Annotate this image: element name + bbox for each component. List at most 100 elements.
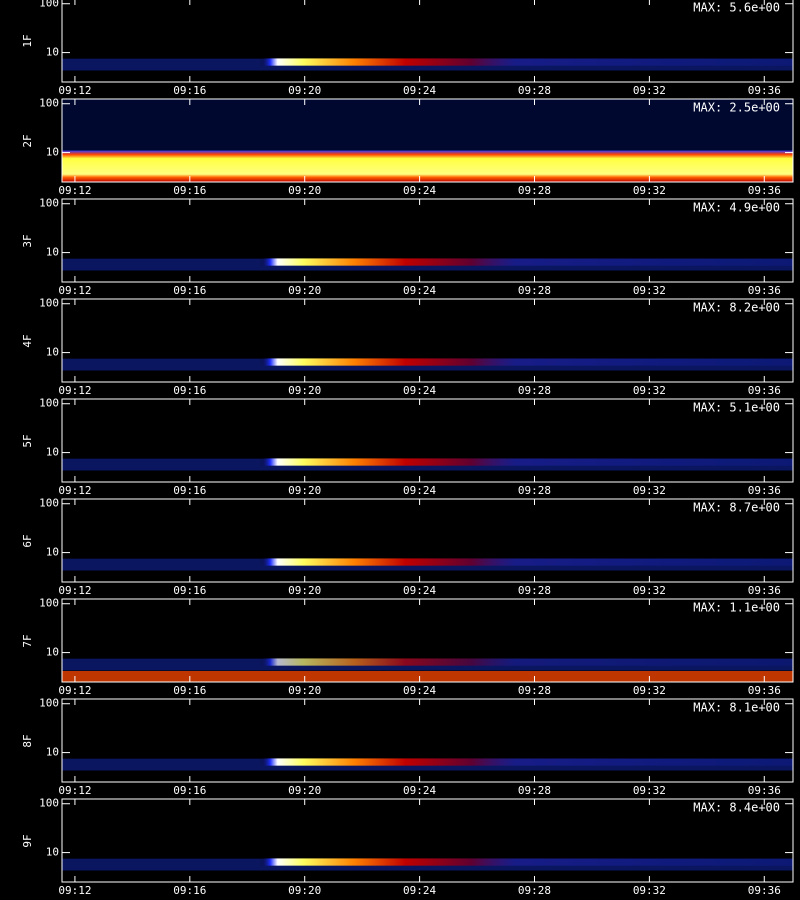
plot-frame: [61, 98, 794, 183]
x-tick-label: 09:36: [748, 484, 781, 497]
x-tick-label: 09:36: [748, 684, 781, 697]
plot-frame: [61, 698, 794, 783]
x-tick-label: 09:20: [288, 684, 321, 697]
y-axis-label: 9F: [21, 834, 34, 847]
x-tick-label: 09:36: [748, 784, 781, 797]
x-tick-label: 09:36: [748, 184, 781, 197]
y-axis-label: 8F: [21, 734, 34, 747]
y-axis-label: 6F: [21, 534, 34, 547]
x-tick-label: 09:12: [58, 884, 91, 897]
x-tick-label: 09:28: [518, 584, 551, 597]
x-tick-label: 09:12: [58, 584, 91, 597]
x-tick-label: 09:12: [58, 784, 91, 797]
plot-frame: [61, 198, 794, 283]
max-annotation: MAX: 8.7e+00: [693, 501, 780, 515]
x-tick-label: 09:32: [633, 484, 666, 497]
x-tick-label: 09:16: [173, 84, 206, 97]
burst: [62, 558, 793, 566]
x-tick-label: 09:28: [518, 384, 551, 397]
x-tick-label: 09:36: [748, 84, 781, 97]
x-tick-label: 09:32: [633, 684, 666, 697]
plot-frame: [61, 298, 794, 383]
x-tick-label: 09:36: [748, 284, 781, 297]
y-axis-label: 7F: [21, 634, 34, 647]
plot-frame: [61, 498, 794, 583]
x-tick-label: 09:32: [633, 184, 666, 197]
x-tick-label: 09:24: [403, 484, 436, 497]
y-axis-label: 2F: [21, 134, 34, 147]
burst: [62, 758, 793, 766]
burst: [62, 58, 793, 66]
x-tick-label: 09:24: [403, 84, 436, 97]
x-tick-label: 09:28: [518, 284, 551, 297]
max-annotation: MAX: 8.4e+00: [693, 801, 780, 815]
x-tick-label: 09:20: [288, 284, 321, 297]
x-tick-label: 09:16: [173, 684, 206, 697]
x-tick-label: 09:32: [633, 884, 666, 897]
max-annotation: MAX: 8.2e+00: [693, 301, 780, 315]
x-tick-label: 09:16: [173, 184, 206, 197]
y-tick-label: 100: [39, 497, 59, 510]
x-tick-label: 09:12: [58, 184, 91, 197]
y-tick-label: 100: [39, 797, 59, 810]
x-tick-label: 09:20: [288, 84, 321, 97]
x-tick-label: 09:24: [403, 784, 436, 797]
x-tick-label: 09:28: [518, 884, 551, 897]
y-tick-label: 100: [39, 397, 59, 410]
burst: [62, 858, 793, 866]
x-tick-label: 09:36: [748, 584, 781, 597]
x-tick-label: 09:16: [173, 884, 206, 897]
y-axis-label: 1F: [21, 34, 34, 47]
plot-frame: [61, 398, 794, 483]
plot-frame: [61, 0, 794, 83]
y-axis-label: 5F: [21, 434, 34, 447]
y-tick-label: 100: [39, 97, 59, 110]
x-tick-label: 09:28: [518, 184, 551, 197]
x-tick-label: 09:12: [58, 684, 91, 697]
x-tick-label: 09:36: [748, 384, 781, 397]
x-tick-label: 09:32: [633, 584, 666, 597]
x-tick-label: 09:28: [518, 84, 551, 97]
plot-frame: [61, 798, 794, 883]
x-tick-label: 09:16: [173, 484, 206, 497]
y-axis-label: 3F: [21, 234, 34, 247]
y-tick-label: 100: [39, 297, 59, 310]
x-tick-label: 09:20: [288, 184, 321, 197]
x-tick-label: 09:16: [173, 384, 206, 397]
x-tick-label: 09:32: [633, 384, 666, 397]
x-tick-label: 09:24: [403, 384, 436, 397]
x-tick-label: 09:16: [173, 584, 206, 597]
burst: [62, 358, 793, 366]
max-annotation: MAX: 5.1e+00: [693, 401, 780, 415]
x-tick-label: 09:24: [403, 884, 436, 897]
x-tick-label: 09:20: [288, 884, 321, 897]
max-annotation: MAX: 2.5e+00: [693, 101, 780, 115]
x-tick-label: 09:16: [173, 784, 206, 797]
x-tick-label: 09:12: [58, 384, 91, 397]
max-annotation: MAX: 8.1e+00: [693, 701, 780, 715]
x-tick-label: 09:24: [403, 184, 436, 197]
plot-frame: [61, 598, 794, 683]
x-tick-label: 09:24: [403, 584, 436, 597]
y-tick-label: 100: [39, 697, 59, 710]
x-tick-label: 09:12: [58, 284, 91, 297]
burst: [62, 258, 793, 266]
burst: [62, 658, 793, 666]
y-tick-label: 10: [46, 846, 59, 859]
x-tick-label: 09:32: [633, 84, 666, 97]
y-axis-label: 4F: [21, 334, 34, 347]
band: [62, 150, 793, 182]
max-annotation: MAX: 5.6e+00: [693, 1, 780, 15]
y-tick-label: 10: [46, 446, 59, 459]
x-tick-label: 09:12: [58, 84, 91, 97]
y-tick-label: 100: [39, 0, 59, 10]
burst: [62, 458, 793, 466]
y-tick-label: 10: [46, 146, 59, 159]
x-tick-label: 09:16: [173, 284, 206, 297]
y-tick-label: 10: [46, 346, 59, 359]
x-tick-label: 09:32: [633, 284, 666, 297]
x-tick-label: 09:28: [518, 684, 551, 697]
max-annotation: MAX: 4.9e+00: [693, 201, 780, 215]
x-tick-label: 09:20: [288, 784, 321, 797]
